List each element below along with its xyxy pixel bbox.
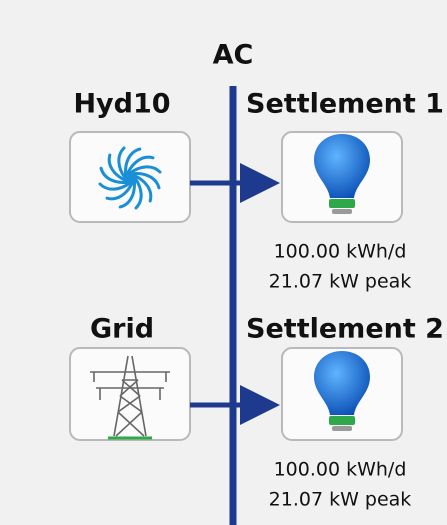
turbine-blade — [126, 155, 155, 176]
turbine-blade — [132, 174, 153, 203]
turbine-blade — [124, 147, 142, 177]
source-label: Hyd10 — [73, 89, 170, 120]
turbine-blade — [117, 146, 127, 180]
turbine-blade — [107, 153, 128, 182]
turbine-blade — [98, 181, 132, 191]
turbine-blade — [105, 180, 134, 201]
turbine-hub — [125, 173, 135, 183]
turbine-blade — [128, 165, 162, 175]
bulb-icon — [314, 134, 370, 214]
turbine-blade — [131, 172, 161, 190]
bulb-icon — [314, 351, 370, 431]
load-energy: 100.00 kWh/d — [274, 241, 407, 263]
turbine-blade — [118, 179, 136, 209]
turbine-blade — [133, 176, 143, 210]
load-peak: 21.07 kW peak — [269, 271, 412, 293]
bus-label: AC — [213, 40, 254, 71]
source-label: Grid — [90, 314, 154, 345]
tower-icon — [90, 355, 170, 440]
turbine-blade — [99, 166, 129, 184]
load-energy: 100.00 kWh/d — [274, 459, 407, 481]
load-label: Settlement 1 — [246, 89, 444, 120]
source-box — [69, 347, 191, 441]
load-label: Settlement 2 — [246, 314, 444, 345]
load-peak: 21.07 kW peak — [269, 489, 412, 511]
turbine-icon — [98, 146, 162, 210]
